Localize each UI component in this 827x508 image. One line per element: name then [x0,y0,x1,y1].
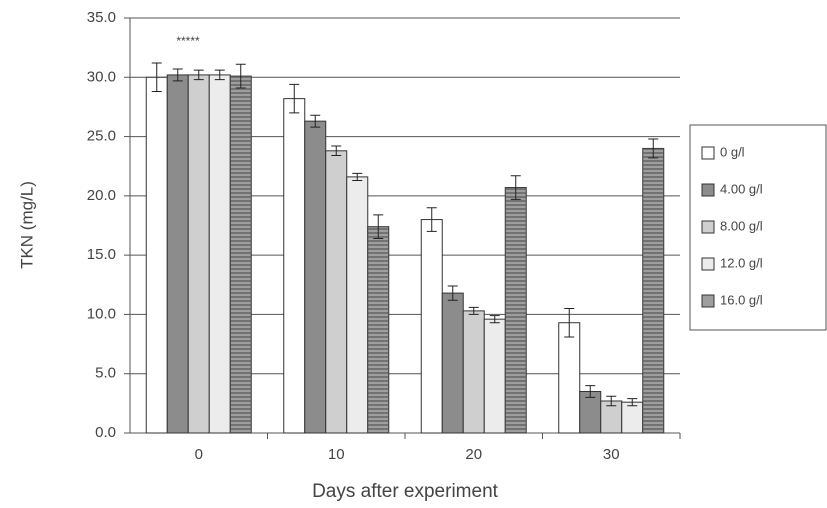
bar-pattern [643,148,664,433]
y-tick-label: 0.0 [95,424,116,441]
x-axis-label: Days after experiment [312,481,499,502]
legend-swatch [702,184,714,196]
bar [484,319,505,433]
x-tick-label: 0 [195,446,203,463]
bar [559,323,580,433]
bar [326,151,347,433]
y-tick-label: 35.0 [87,9,116,26]
bar [146,77,167,433]
x-tick-label: 20 [465,446,482,463]
legend-swatch [702,295,714,307]
bar [347,177,368,433]
y-axis-label: TKN (mg/L) [17,181,36,269]
bar [188,75,209,433]
bar [284,99,305,433]
y-tick-label: 20.0 [87,187,116,204]
y-tick-label: 10.0 [87,305,116,322]
legend-label: 12.0 g/l [720,255,763,270]
y-tick-label: 30.0 [87,68,116,85]
legend-label: 16.0 g/l [720,292,763,307]
bar-pattern [230,76,251,433]
bar [463,311,484,433]
bar [421,220,442,433]
legend-label: 8.00 g/l [720,218,763,233]
bar [442,293,463,433]
bar [209,75,230,433]
annotation: ***** [176,34,200,48]
chart: TKN (mg/L) Days after experiment ***** 0… [0,0,827,508]
legend-label: 4.00 g/l [720,181,763,196]
y-tick-label: 25.0 [87,128,116,145]
x-tick-label: 30 [603,446,620,463]
legend-swatch [702,258,714,270]
bar-pattern [505,188,526,433]
bar [167,75,188,433]
bar-pattern [368,227,389,433]
y-tick-label: 5.0 [95,365,116,382]
bar [622,402,643,433]
legend-swatch [702,147,714,159]
bar [305,121,326,433]
legend-label: 0 g/l [720,144,745,159]
legend-swatch [702,221,714,233]
x-tick-label: 10 [328,446,345,463]
y-tick-label: 15.0 [87,246,116,263]
